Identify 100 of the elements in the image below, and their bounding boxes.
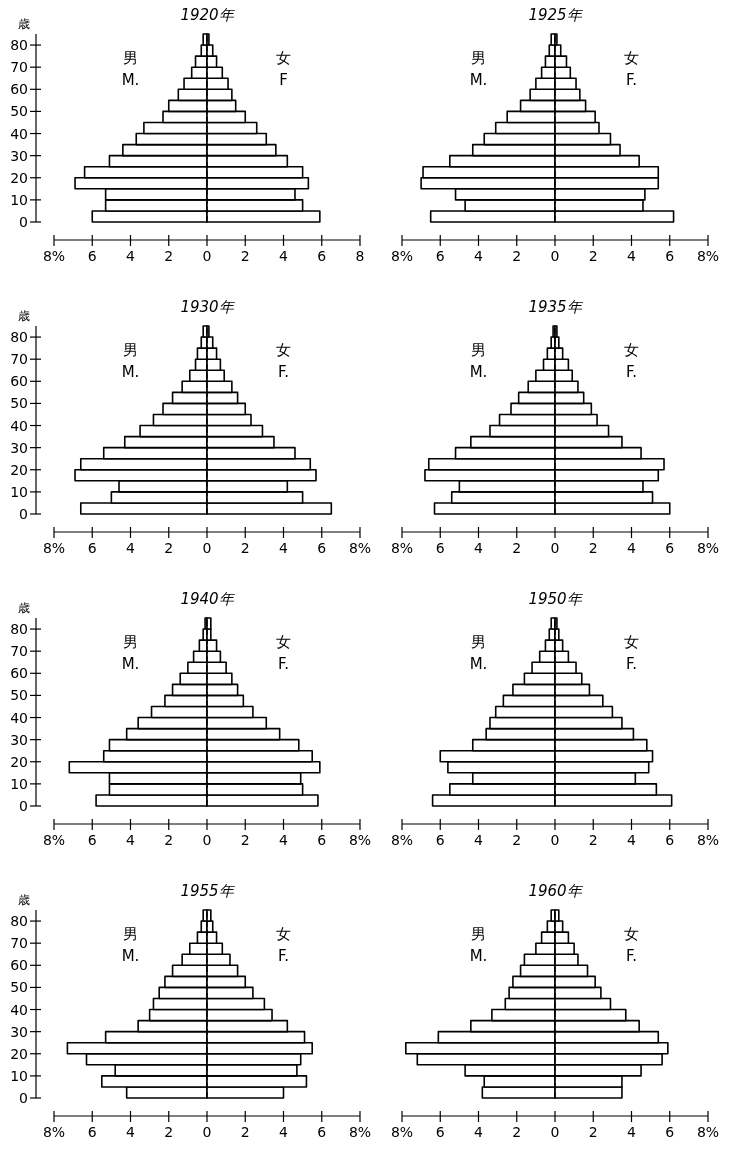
x-tick-label: 2 — [588, 832, 598, 848]
chart-title: 1935年 — [528, 298, 584, 316]
x-tick-label: 4 — [279, 1124, 289, 1140]
x-tick-label: 4 — [126, 540, 136, 556]
y-tick-label: 20 — [10, 461, 28, 478]
text: 女 F. — [624, 632, 639, 673]
x-tick-label: 2 — [164, 248, 174, 264]
x-tick-label: 4 — [474, 248, 484, 264]
x-tick-label: 8% — [696, 248, 720, 264]
x-tick-label: 6 — [435, 832, 445, 848]
y-tick-label: 0 — [19, 798, 28, 814]
x-tick-label: 4 — [627, 248, 637, 264]
y-tick-label: 20 — [10, 753, 28, 770]
x-tick-label: 0 — [202, 1124, 212, 1140]
x-tick-label: 6 — [435, 540, 445, 556]
chart-title: 1930年 — [180, 298, 236, 316]
x-tick-label: 8% — [42, 1124, 66, 1140]
x-tick-label: 8% — [42, 540, 66, 556]
y-tick-label: 10 — [10, 775, 28, 792]
x-tick-label: 4 — [474, 540, 484, 556]
x-tick-label: 4 — [627, 832, 637, 848]
text: 女 F. — [624, 924, 639, 965]
series-label: 男 M. — [469, 632, 488, 673]
y-tick-label: 60 — [10, 665, 28, 682]
y-tick-label: 70 — [10, 351, 28, 368]
y-tick-label: 30 — [10, 1023, 28, 1040]
y-tick-label: 10 — [10, 483, 28, 500]
x-tick-label: 4 — [126, 1124, 136, 1140]
x-tick-label: 8% — [42, 248, 66, 264]
y-tick-label: 70 — [10, 59, 28, 76]
x-tick-label: 8% — [390, 1124, 414, 1140]
y-tick-label: 50 — [10, 395, 28, 412]
y-tick-label: 10 — [10, 191, 28, 208]
text: 男 M. — [121, 48, 140, 89]
y-tick-label: 60 — [10, 373, 28, 390]
y-tick-label: 50 — [10, 687, 28, 704]
y-tick-label: 40 — [10, 1001, 28, 1018]
x-tick-label: 2 — [588, 248, 598, 264]
x-tick-label: 2 — [512, 248, 522, 264]
x-tick-label: 2 — [164, 1124, 174, 1140]
x-tick-label: 6 — [665, 1124, 675, 1140]
x-tick-label: 0 — [550, 248, 560, 264]
x-tick-label: 4 — [126, 832, 136, 848]
chart-title: 1960年 — [528, 882, 584, 900]
y-tick-label: 20 — [10, 1045, 28, 1062]
text: 女 F. — [276, 340, 291, 381]
y-tick-label: 70 — [10, 643, 28, 660]
x-tick-label: 0 — [202, 540, 212, 556]
y-tick-label: 50 — [10, 103, 28, 120]
y-tick-label: 60 — [10, 81, 28, 98]
x-tick-label: 2 — [512, 1124, 522, 1140]
text: 男 M. — [121, 632, 140, 673]
x-tick-label: 2 — [512, 540, 522, 556]
x-tick-label: 6 — [665, 248, 675, 264]
y-tick-label: 40 — [10, 125, 28, 142]
x-tick-label: 0 — [202, 248, 212, 264]
x-tick-label: 8% — [696, 540, 720, 556]
y-tick-label: 0 — [19, 1090, 28, 1106]
x-tick-label: 6 — [317, 1124, 327, 1140]
y-tick-label: 30 — [10, 439, 28, 456]
x-tick-label: 0 — [202, 832, 212, 848]
x-tick-label: 2 — [240, 1124, 250, 1140]
text: 男 M. — [469, 340, 488, 381]
x-tick-label: 6 — [665, 540, 675, 556]
text: 男 M. — [121, 340, 140, 381]
x-tick-label: 2 — [512, 832, 522, 848]
y-tick-label: 50 — [10, 979, 28, 996]
text: 男 M. — [469, 48, 488, 89]
x-tick-label: 8% — [348, 1124, 372, 1140]
text: 女 F. — [276, 924, 291, 965]
y-axis-title: 歳 — [18, 309, 30, 323]
y-tick-label: 30 — [10, 731, 28, 748]
y-tick-label: 40 — [10, 709, 28, 726]
x-tick-label: 4 — [627, 1124, 637, 1140]
x-tick-label: 2 — [164, 540, 174, 556]
x-tick-label: 2 — [240, 832, 250, 848]
x-tick-label: 8 — [355, 248, 365, 264]
y-tick-label: 80 — [10, 37, 28, 54]
series-label: 男 M. — [469, 924, 488, 965]
y-tick-label: 40 — [10, 417, 28, 434]
y-tick-label: 0 — [19, 214, 28, 230]
x-tick-label: 6 — [435, 1124, 445, 1140]
x-tick-label: 4 — [279, 248, 289, 264]
x-tick-label: 6 — [87, 832, 97, 848]
y-tick-label: 80 — [10, 621, 28, 638]
x-tick-label: 6 — [665, 832, 675, 848]
x-tick-label: 0 — [550, 832, 560, 848]
x-tick-label: 8% — [42, 832, 66, 848]
y-axis-title: 歳 — [18, 601, 30, 615]
y-tick-label: 80 — [10, 913, 28, 930]
x-tick-label: 2 — [164, 832, 174, 848]
x-tick-label: 8% — [696, 1124, 720, 1140]
x-tick-label: 8% — [696, 832, 720, 848]
text: 女 F. — [624, 340, 639, 381]
chart-title: 1925年 — [528, 6, 584, 24]
x-tick-label: 8% — [390, 832, 414, 848]
y-tick-label: 0 — [19, 506, 28, 522]
x-tick-label: 2 — [588, 1124, 598, 1140]
chart-title: 1920年 — [180, 6, 236, 24]
x-tick-label: 4 — [279, 832, 289, 848]
